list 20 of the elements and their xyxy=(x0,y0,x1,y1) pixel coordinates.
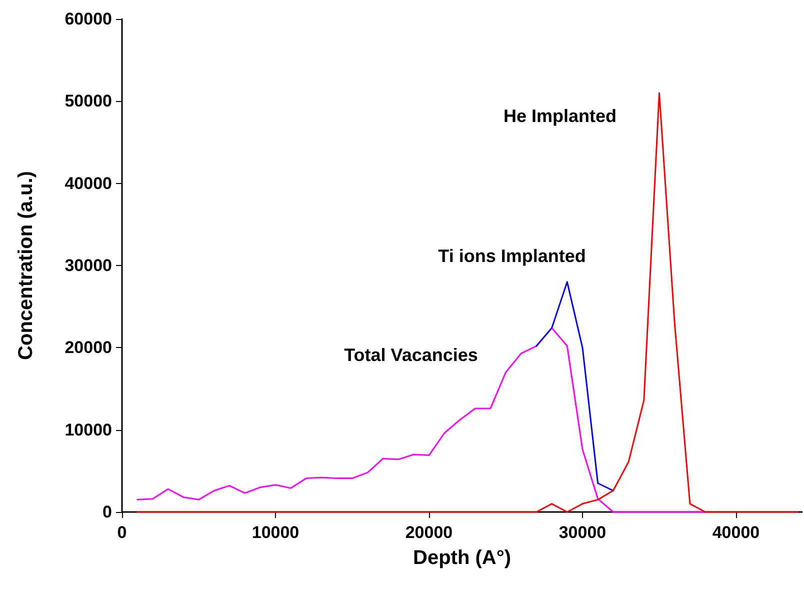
line-series xyxy=(536,281,614,492)
y-tick-label: 50000 xyxy=(64,92,112,111)
line-series xyxy=(136,92,798,513)
x-tick-label: 0 xyxy=(117,523,127,542)
y-tick-label: 0 xyxy=(102,502,112,522)
annotation: He Implanted xyxy=(503,106,617,126)
x-tick-label: 10000 xyxy=(252,523,300,542)
y-tick-label: 10000 xyxy=(64,420,112,440)
y-axis-title: Concentration (a.u.) xyxy=(15,171,37,360)
y-tick-label: 60000 xyxy=(64,10,112,28)
x-tick-label: 20000 xyxy=(405,523,453,542)
x-tick-label: 30000 xyxy=(558,523,606,542)
y-tick-label: 30000 xyxy=(64,256,112,275)
y-tick-label: 40000 xyxy=(64,174,112,193)
annotation: Ti ions Implanted xyxy=(438,246,586,266)
y-tick-label: 20000 xyxy=(64,338,112,358)
x-tick-label: 40000 xyxy=(712,523,760,542)
annotation: Total Vacancies xyxy=(344,345,478,365)
line-series xyxy=(136,327,706,513)
x-axis-title: Depth (A°) xyxy=(413,547,511,569)
